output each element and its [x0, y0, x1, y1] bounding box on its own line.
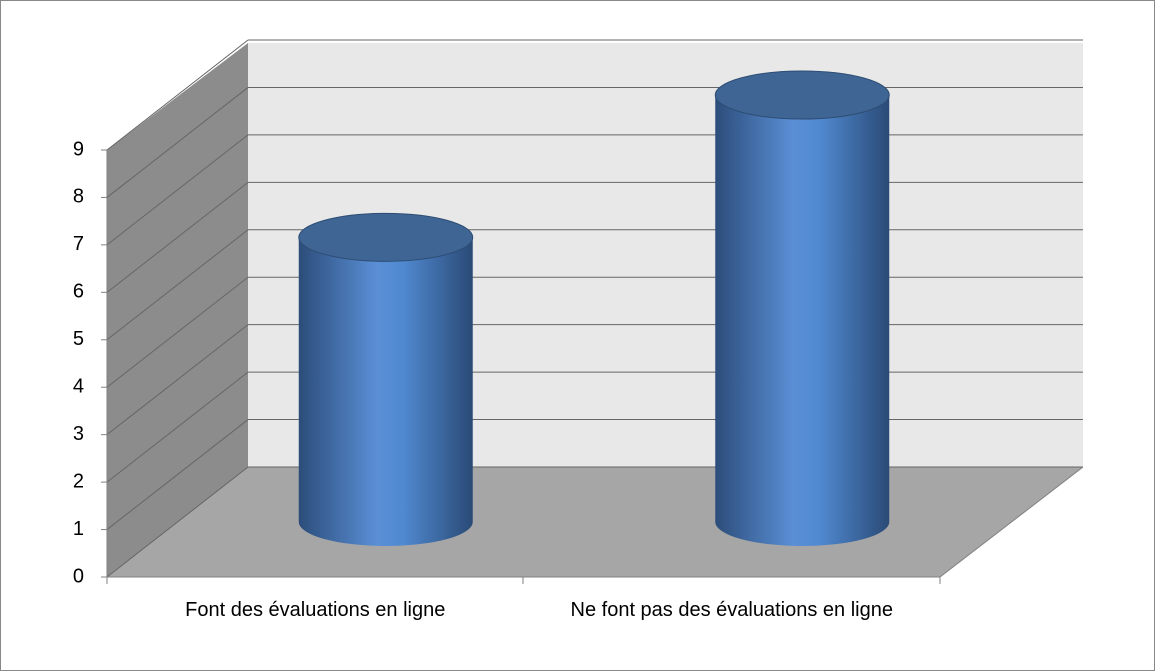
bar: [715, 95, 890, 546]
bar-top: [714, 70, 890, 120]
floor-edge: [939, 466, 1084, 578]
grid-line: [106, 276, 249, 388]
y-tick-label: 0: [73, 565, 84, 587]
y-tick-label: 5: [73, 328, 84, 350]
x-tick-label: Ne font pas des évaluations en ligne: [570, 599, 893, 621]
y-tick-label: 6: [73, 281, 84, 303]
grid-line: [106, 371, 249, 483]
y-tick-label: 2: [73, 470, 84, 492]
y-tick-label: 9: [73, 138, 84, 160]
y-tick-label: 7: [73, 233, 84, 255]
y-tick-label: 3: [73, 423, 84, 445]
bar-top: [298, 212, 474, 262]
grid-line: [106, 419, 249, 530]
bar: [298, 237, 473, 547]
y-tick-label: 8: [73, 186, 84, 208]
floor: [107, 467, 1083, 577]
grid-line: [106, 134, 249, 246]
grid-line: [106, 39, 249, 151]
grid-line: [106, 181, 249, 293]
grid-line: [106, 466, 249, 578]
side-wall: [107, 43, 248, 577]
x-tick-label: Font des évaluations en ligne: [185, 599, 446, 621]
y-tick-label: 4: [73, 376, 84, 398]
grid-line: [106, 229, 249, 341]
grid-line: [106, 87, 249, 198]
y-tick-label: 1: [73, 518, 84, 540]
grid-line: [106, 324, 249, 436]
